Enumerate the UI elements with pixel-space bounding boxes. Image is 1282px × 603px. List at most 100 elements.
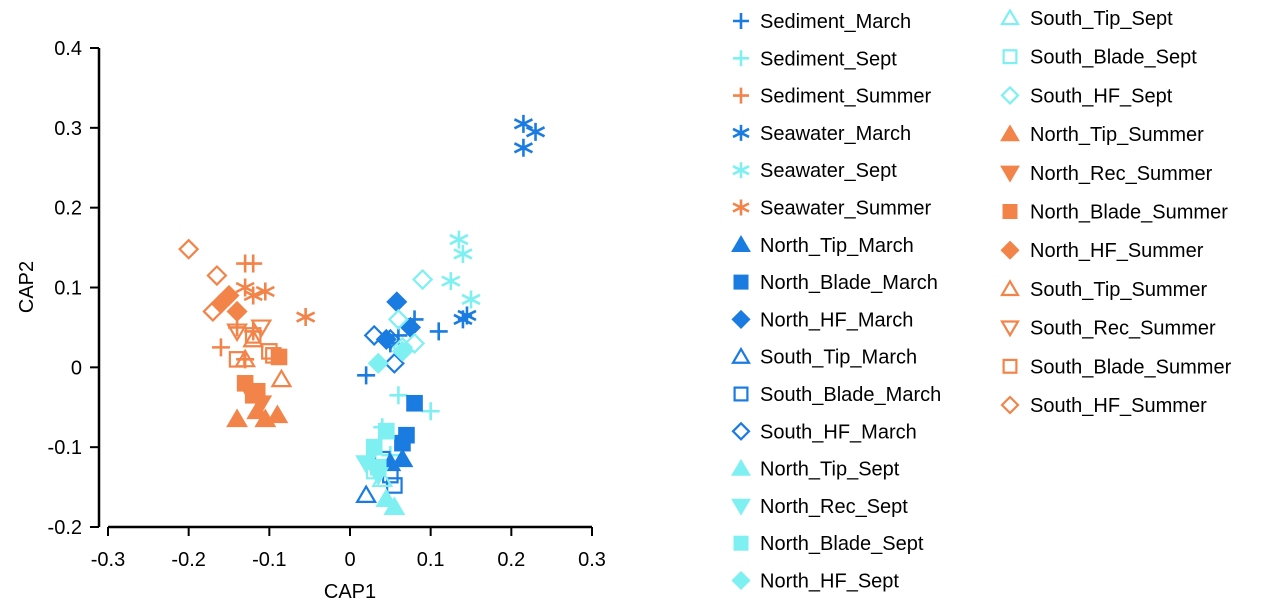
data-point bbox=[453, 244, 473, 263]
x-tick-label: -0.3 bbox=[91, 549, 125, 571]
y-tick-label: 0 bbox=[71, 357, 82, 379]
series-north-blade-march bbox=[394, 394, 423, 452]
series-south-blade-summer bbox=[228, 327, 282, 368]
data-point bbox=[375, 488, 398, 507]
legend-label: North_Blade_Summer bbox=[1030, 202, 1228, 224]
data-point bbox=[525, 122, 546, 141]
data-point bbox=[391, 340, 413, 362]
series-south-hf-summer bbox=[178, 238, 228, 323]
legend-item: Sediment_March bbox=[733, 11, 911, 33]
data-point bbox=[261, 343, 278, 360]
legend-marker bbox=[733, 13, 749, 29]
data-point bbox=[378, 422, 395, 440]
legend-marker bbox=[732, 162, 750, 179]
legend-marker bbox=[1000, 165, 1020, 183]
legend-label: Sediment_Summer bbox=[760, 86, 932, 108]
legend-marker bbox=[731, 309, 751, 329]
legend-item: North_Blade_March bbox=[733, 272, 938, 294]
legend-item: North_Tip_March bbox=[731, 235, 914, 257]
legend-label: South_Tip_Sept bbox=[1030, 8, 1173, 30]
data-point bbox=[244, 254, 263, 273]
y-ticks: -0.2 -0.1 0 0.1 0.2 0.3 0.4 bbox=[48, 38, 99, 539]
legend-label: North_Rec_Summer bbox=[1030, 163, 1213, 185]
legend-label: South_Blade_Sept bbox=[1030, 47, 1197, 69]
data-point bbox=[266, 404, 289, 424]
data-point bbox=[363, 324, 385, 346]
legend-marker bbox=[733, 87, 749, 104]
legend-item: Seawater_Summer bbox=[732, 198, 932, 220]
data-point bbox=[270, 348, 288, 366]
series-south-hf-sept bbox=[387, 268, 434, 358]
legend-item: South_Blade_Summer bbox=[1002, 356, 1232, 378]
data-point bbox=[379, 328, 401, 350]
legend-item: South_Blade_Sept bbox=[1002, 47, 1197, 69]
legend-marker bbox=[1000, 320, 1020, 338]
data-point bbox=[406, 394, 423, 412]
legend-marker bbox=[731, 346, 751, 364]
series-south-hf-march bbox=[363, 324, 405, 374]
data-point bbox=[235, 278, 255, 297]
legend-item: Sediment_Summer bbox=[733, 86, 932, 108]
legend-label: South_Tip_Summer bbox=[1030, 279, 1207, 301]
legend-item: South_HF_Sept bbox=[1000, 85, 1173, 107]
data-point bbox=[429, 322, 448, 341]
legend-item: South_Tip_Sept bbox=[1000, 8, 1173, 30]
legend-marker bbox=[1000, 279, 1020, 297]
legend-marker bbox=[1000, 8, 1020, 26]
data-point bbox=[226, 300, 248, 323]
data-point bbox=[387, 308, 409, 330]
data-point bbox=[255, 282, 275, 301]
y-tick-label: 0.4 bbox=[54, 38, 82, 60]
data-point bbox=[386, 291, 408, 313]
x-tick-label: 0.3 bbox=[578, 549, 606, 571]
data-point bbox=[357, 366, 376, 385]
legend-item: North_Tip_Summer bbox=[1000, 124, 1204, 146]
legend-item: South_Blade_March bbox=[733, 384, 941, 406]
x-tick-label: 0 bbox=[344, 549, 355, 571]
legend-item: South_HF_Summer bbox=[1000, 395, 1207, 417]
x-axis-title: CAP1 bbox=[324, 581, 376, 603]
legend-label: Seawater_Summer bbox=[760, 198, 932, 220]
legend-item: North_Blade_Sept bbox=[733, 533, 924, 555]
legend-item: South_HF_March bbox=[731, 421, 917, 443]
data-point bbox=[296, 308, 316, 327]
legend-label: North_Tip_March bbox=[760, 235, 914, 257]
series-north-hf-sept bbox=[367, 340, 413, 374]
data-point bbox=[206, 264, 228, 287]
legend-label: North_Tip_Summer bbox=[1030, 124, 1204, 146]
legend-label: Sediment_Sept bbox=[760, 48, 897, 70]
data-point bbox=[513, 114, 534, 133]
x-tick-label: -0.2 bbox=[171, 549, 205, 571]
data-point bbox=[226, 323, 248, 343]
legend-marker bbox=[731, 421, 751, 441]
legend-label: North_Rec_Sept bbox=[760, 496, 908, 518]
legend-marker bbox=[731, 235, 751, 252]
legend-label: Sediment_March bbox=[760, 11, 911, 33]
legend-label: North_Tip_Sept bbox=[760, 459, 900, 481]
x-tick-label: 0.1 bbox=[417, 549, 445, 571]
legend-item: South_Tip_Summer bbox=[1000, 279, 1207, 301]
legend-marker bbox=[731, 570, 751, 591]
data-point bbox=[202, 300, 224, 323]
y-tick-label: 0.3 bbox=[54, 118, 82, 140]
legend-marker bbox=[733, 274, 749, 290]
data-point bbox=[441, 272, 461, 291]
series-north-tip-sept bbox=[375, 488, 406, 515]
data-point bbox=[403, 332, 426, 354]
legend-item: North_Rec_Sept bbox=[731, 496, 908, 518]
data-point bbox=[457, 306, 477, 325]
data-point bbox=[391, 336, 413, 358]
legend-item: North_HF_Sept bbox=[731, 570, 899, 593]
legend-label: South_HF_Sept bbox=[1030, 85, 1173, 107]
data-point bbox=[226, 408, 248, 428]
legend-label: North_HF_March bbox=[760, 309, 913, 331]
legend-marker bbox=[1000, 395, 1020, 415]
data-point bbox=[178, 238, 200, 260]
x-tick-label: 0.2 bbox=[497, 549, 525, 571]
data-point bbox=[412, 268, 434, 291]
legend-item: North_HF_Summer bbox=[1000, 240, 1204, 262]
legend-item: North_HF_March bbox=[731, 309, 913, 331]
data-point bbox=[242, 328, 265, 348]
data-point bbox=[248, 382, 266, 400]
